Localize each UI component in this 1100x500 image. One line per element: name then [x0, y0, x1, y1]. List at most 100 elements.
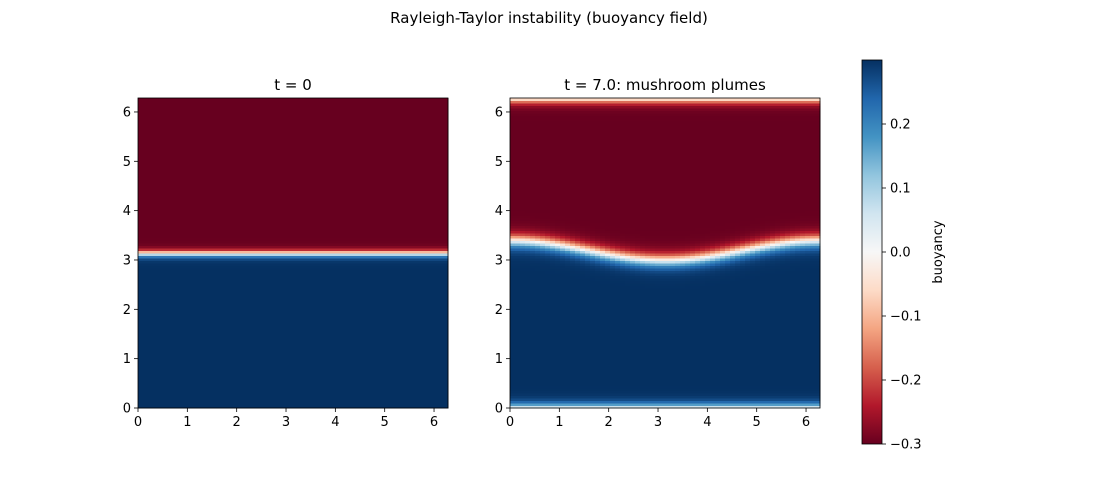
heatmap-cell: [153, 318, 159, 322]
heatmap-cell: [228, 385, 234, 389]
heatmap-cell: [383, 375, 389, 379]
heatmap-cell: [433, 310, 439, 314]
heatmap-cell: [198, 383, 204, 387]
heatmap-cell: [168, 403, 174, 407]
heatmap-cell: [363, 348, 369, 352]
heatmap-cell: [433, 385, 439, 389]
heatmap-cell: [308, 353, 314, 357]
heatmap-cell: [433, 348, 439, 352]
heatmap-cell: [278, 298, 284, 302]
heatmap-cell: [428, 328, 434, 332]
heatmap-cell: [328, 375, 334, 379]
heatmap-cell: [278, 293, 284, 297]
heatmap-cell: [328, 380, 334, 384]
heatmap-cell: [368, 400, 374, 404]
heatmap-cell: [203, 328, 209, 332]
heatmap-cell: [433, 400, 439, 404]
heatmap-cell: [193, 388, 199, 392]
heatmap-cell: [388, 398, 394, 402]
heatmap-cell: [233, 388, 239, 392]
heatmap-cell: [348, 388, 354, 392]
heatmap-cell: [208, 298, 214, 302]
heatmap-cell: [333, 348, 339, 352]
heatmap-cell: [143, 305, 149, 309]
heatmap-cell: [383, 338, 389, 342]
heatmap-cell: [183, 298, 189, 302]
heatmap-cell: [308, 398, 314, 402]
heatmap-cell: [428, 358, 434, 362]
heatmap-cell: [438, 358, 444, 362]
heatmap-cell: [303, 373, 309, 377]
heatmap-cell: [173, 320, 179, 324]
heatmap-cell: [338, 330, 344, 334]
heatmap-cell: [178, 383, 184, 387]
heatmap-cell: [443, 365, 449, 369]
heatmap-cell: [378, 365, 384, 369]
heatmap-cell: [333, 340, 339, 344]
heatmap-cell: [363, 388, 369, 392]
heatmap-cell: [413, 380, 419, 384]
heatmap-cell: [298, 365, 304, 369]
heatmap-cell: [263, 385, 269, 389]
heatmap-cell: [388, 333, 394, 337]
heatmap-cell: [248, 313, 254, 317]
heatmap-cell: [148, 308, 154, 312]
heatmap-cell: [188, 343, 194, 347]
heatmap-cell: [308, 358, 314, 362]
heatmap-cell: [238, 403, 244, 407]
heatmap-cell: [353, 295, 359, 299]
heatmap-cell: [298, 380, 304, 384]
heatmap-cell: [168, 350, 174, 354]
heatmap-cell: [228, 355, 234, 359]
heatmap-cell: [388, 358, 394, 362]
heatmap-cell: [188, 305, 194, 309]
heatmap-cell: [138, 333, 144, 337]
heatmap-cell: [403, 340, 409, 344]
heatmap-cell: [348, 308, 354, 312]
heatmap-cell: [313, 310, 319, 314]
heatmap-cell: [213, 350, 219, 354]
heatmap-cell: [258, 358, 264, 362]
heatmap-cell: [248, 388, 254, 392]
heatmap-cell: [163, 405, 169, 409]
heatmap-cell: [243, 325, 249, 329]
heatmap-cell: [278, 405, 284, 409]
heatmap-cell: [183, 370, 189, 374]
heatmap-cell: [203, 313, 209, 317]
heatmap-cell: [348, 383, 354, 387]
heatmap-cell: [163, 375, 169, 379]
heatmap-cell: [268, 338, 274, 342]
heatmap-cell: [443, 300, 449, 304]
heatmap-cell: [348, 318, 354, 322]
heatmap-cell: [278, 315, 284, 319]
heatmap-cell: [293, 385, 299, 389]
heatmap-cell: [303, 293, 309, 297]
heatmap-cell: [393, 375, 399, 379]
heatmap-cell: [308, 340, 314, 344]
heatmap-cell: [353, 333, 359, 337]
heatmap-cell: [428, 353, 434, 357]
heatmap-cell: [318, 378, 324, 382]
heatmap-cell: [323, 305, 329, 309]
heatmap-cell: [433, 393, 439, 397]
heatmap-cell: [298, 333, 304, 337]
heatmap-cell: [193, 338, 199, 342]
heatmap-cell: [413, 365, 419, 369]
heatmap-cell: [223, 298, 229, 302]
heatmap-cell: [398, 315, 404, 319]
heatmap-cell: [383, 328, 389, 332]
heatmap-cell: [143, 393, 149, 397]
heatmap-cell: [288, 353, 294, 357]
heatmap-cell: [203, 363, 209, 367]
heatmap-cell: [443, 310, 449, 314]
heatmap-cell: [413, 305, 419, 309]
heatmap-cell: [158, 320, 164, 324]
heatmap-cell: [198, 328, 204, 332]
heatmap-cell: [303, 403, 309, 407]
heatmap-cell: [213, 358, 219, 362]
heatmap-cell: [303, 378, 309, 382]
heatmap-cell: [393, 348, 399, 352]
heatmap-cell: [443, 400, 449, 404]
heatmap-cell: [433, 313, 439, 317]
